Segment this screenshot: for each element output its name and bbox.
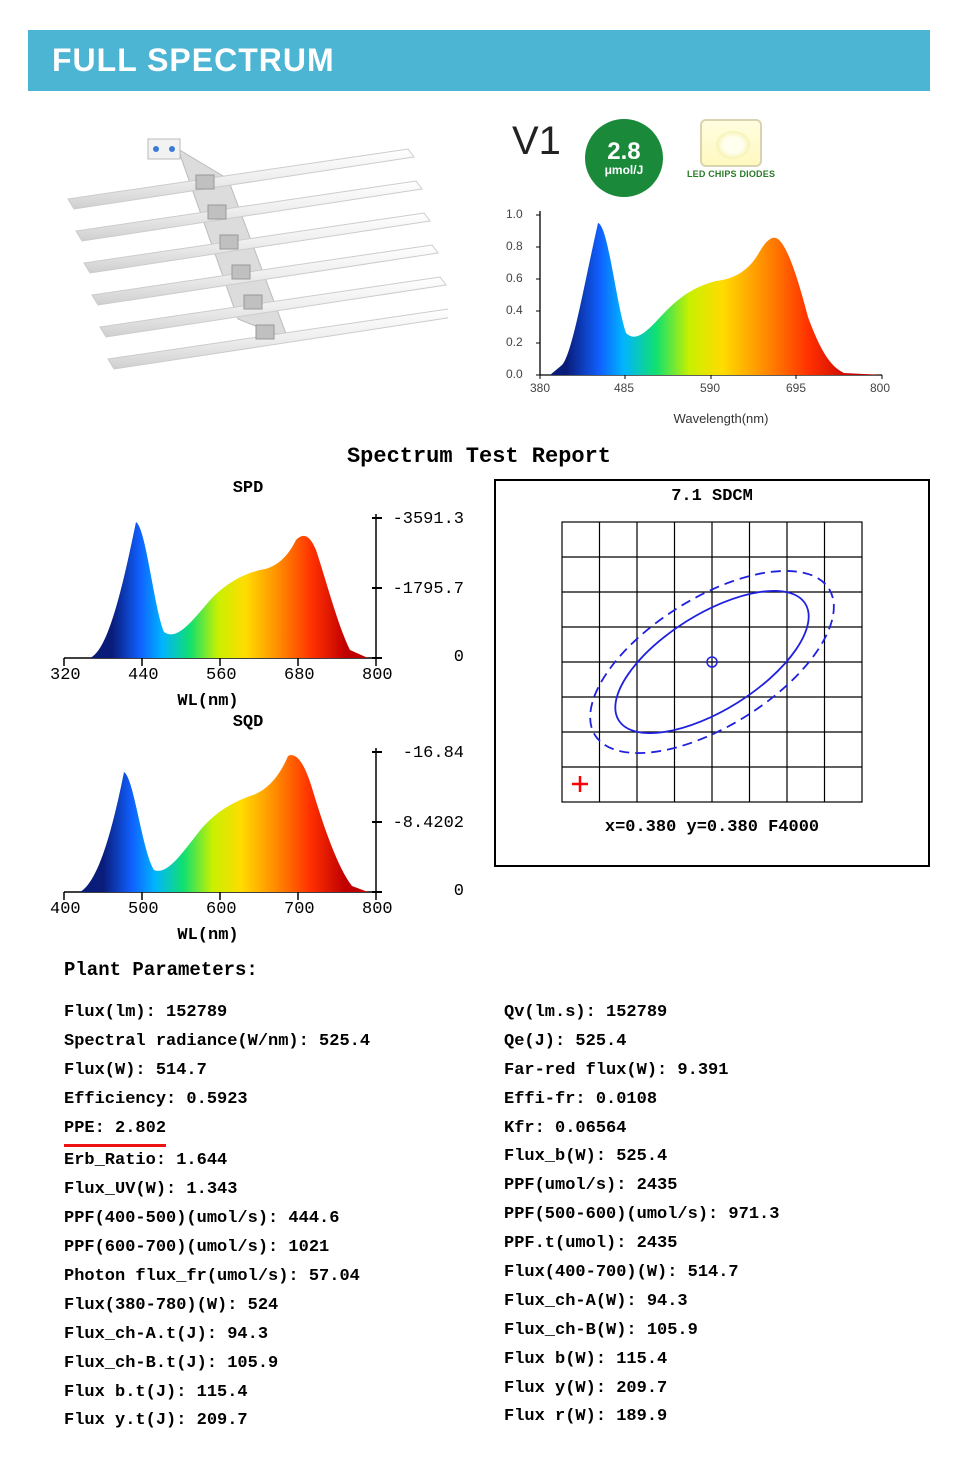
spd-chart: -3591.3 -1795.7 0 320 440 560 680 800 [28, 498, 468, 698]
sqd-chart: -16.84 -8.4202 0 400 500 600 700 800 [28, 732, 468, 932]
param-row: Qe(J): 525.4 [504, 1028, 894, 1057]
report-title: Spectrum Test Report [28, 444, 930, 469]
x-axis-label: Wavelength(nm) [512, 411, 930, 426]
param-row: Efficiency: 0.5923 [64, 1086, 454, 1115]
sdcm-title: 7.1 SDCM [502, 487, 922, 506]
param-row: Erb_Ratio: 1.644 [64, 1147, 454, 1176]
efficiency-badge: 2.8 μmol/J [585, 119, 663, 197]
param-row: Qv(lm.s): 152789 [504, 999, 894, 1028]
param-row: PPF(400-500)(umol/s): 444.6 [64, 1205, 454, 1234]
sdcm-plot [502, 512, 922, 812]
param-row: PPE: 2.802 [64, 1115, 454, 1148]
spectrum-plot [512, 205, 892, 405]
sdcm-caption: x=0.380 y=0.380 F4000 [502, 818, 922, 837]
chip-label: LED CHIPS DIODES [687, 169, 775, 179]
v1-spectrum-chart: V1 2.8 μmol/J LED CHIPS DIODES [478, 119, 930, 426]
sqd-title: SQD [28, 713, 468, 732]
param-row: Flux_ch-B(W): 105.9 [504, 1317, 894, 1346]
led-chip-icon [700, 119, 762, 167]
params-right-column: Qv(lm.s): 152789Qe(J): 525.4Far-red flux… [504, 999, 894, 1436]
v1-label: V1 [512, 119, 561, 164]
params-left-column: Flux(lm): 152789Spectral radiance(W/nm):… [64, 999, 454, 1436]
spd-title: SPD [28, 479, 468, 498]
param-row: Flux_ch-A(W): 94.3 [504, 1288, 894, 1317]
param-row: PPF(500-600)(umol/s): 971.3 [504, 1201, 894, 1230]
param-row: Flux(380-780)(W): 524 [64, 1292, 454, 1321]
param-row: Spectral radiance(W/nm): 525.4 [64, 1028, 454, 1057]
param-row: Flux y(W): 209.7 [504, 1375, 894, 1404]
banner-title: FULL SPECTRUM [28, 30, 930, 91]
param-row: PPF(600-700)(umol/s): 1021 [64, 1234, 454, 1263]
param-row: PPF(umol/s): 2435 [504, 1172, 894, 1201]
param-row: Effi-fr: 0.0108 [504, 1086, 894, 1115]
param-row: PPF.t(umol): 2435 [504, 1230, 894, 1259]
param-row: Flux b(W): 115.4 [504, 1346, 894, 1375]
param-row: Photon flux_fr(umol/s): 57.04 [64, 1263, 454, 1292]
param-row: Flux_ch-B.t(J): 105.9 [64, 1350, 454, 1379]
param-row: Flux_UV(W): 1.343 [64, 1176, 454, 1205]
param-row: Kfr: 0.06564 [504, 1115, 894, 1144]
params-header: Plant Parameters: [28, 959, 930, 981]
param-row: Flux_b(W): 525.4 [504, 1143, 894, 1172]
param-row: Far-red flux(W): 9.391 [504, 1057, 894, 1086]
param-row: Flux b.t(J): 115.4 [64, 1379, 454, 1408]
param-row: Flux(400-700)(W): 514.7 [504, 1259, 894, 1288]
param-row: Flux(W): 514.7 [64, 1057, 454, 1086]
param-row: Flux y.t(J): 209.7 [64, 1407, 454, 1436]
param-row: Flux r(W): 189.9 [504, 1403, 894, 1432]
param-row: Flux_ch-A.t(J): 94.3 [64, 1321, 454, 1350]
product-image [28, 119, 448, 389]
sdcm-box: 7.1 SDCM x=0.380 y=0.380 F400 [494, 479, 930, 867]
param-row: Flux(lm): 152789 [64, 999, 454, 1028]
